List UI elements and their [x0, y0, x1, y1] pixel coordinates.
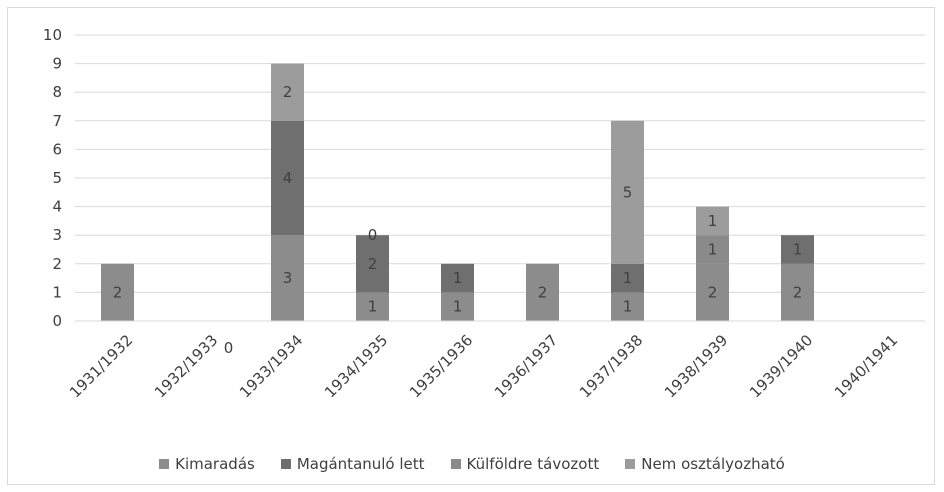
- y-tick-label: 5: [52, 169, 62, 187]
- data-label: 1: [453, 269, 463, 287]
- bar-segment: [356, 235, 389, 293]
- data-label: 2: [538, 283, 548, 301]
- legend-swatch: [625, 459, 636, 469]
- legend-label: Magántanuló lett: [296, 455, 425, 473]
- x-category-label: 1934/1935: [321, 331, 391, 401]
- y-tick-label: 8: [52, 83, 62, 101]
- data-label: 0: [368, 226, 378, 244]
- x-category-label: 1932/1933: [151, 331, 221, 401]
- x-category-label: 1933/1934: [236, 331, 306, 401]
- legend-item: Kimaradás: [159, 455, 255, 473]
- data-label: 2: [793, 283, 803, 301]
- chart-legend: Kimaradás Magántanuló lett Külföldre távoz…: [0, 452, 944, 476]
- legend-label: Nem osztályozható: [641, 455, 785, 473]
- y-tick-label: 10: [43, 26, 62, 44]
- bar-segment: [356, 292, 389, 321]
- data-label: 2: [283, 83, 293, 101]
- x-category-label: 1931/1932: [66, 331, 136, 401]
- bar-segment: [611, 263, 644, 293]
- bar-segment: [441, 263, 474, 293]
- x-category-label: 1939/1940: [746, 331, 816, 401]
- chart-frame: [7, 7, 935, 485]
- y-tick-label: 9: [52, 55, 62, 73]
- x-category-label: 1938/1939: [661, 331, 731, 401]
- data-label: 1: [793, 241, 803, 259]
- data-label: 1: [708, 212, 718, 230]
- legend-item: Magántanuló lett: [280, 455, 425, 473]
- x-category-label: 1935/1936: [406, 331, 476, 401]
- legend-item: Nem osztályozható: [625, 455, 785, 473]
- bar-segment: [271, 235, 304, 321]
- bar-segment: [441, 292, 474, 321]
- x-category-label: 1937/1938: [576, 331, 646, 401]
- bar-segment: [101, 263, 134, 321]
- bar-segment: [271, 120, 304, 236]
- y-tick-label: 3: [52, 226, 62, 244]
- data-label: 3: [283, 269, 293, 287]
- y-tick-label: 2: [52, 255, 62, 273]
- y-tick-label: 7: [52, 112, 62, 130]
- legend-swatch: [450, 459, 461, 469]
- data-label: 2: [113, 283, 123, 301]
- data-label: 1: [368, 298, 378, 316]
- y-tick-label: 1: [52, 283, 62, 301]
- data-label: 1: [623, 269, 633, 287]
- data-label: 4: [283, 169, 293, 187]
- data-label: 2: [368, 255, 378, 273]
- data-label: 1: [708, 241, 718, 259]
- data-label: 1: [453, 298, 463, 316]
- legend-item: Külföldre távozott: [450, 455, 600, 473]
- data-label: 1: [623, 298, 633, 316]
- bar-segment: [611, 120, 644, 264]
- bar-segment: [611, 292, 644, 321]
- x-category-label: 1940/1941: [831, 331, 901, 401]
- legend-swatch: [280, 459, 291, 469]
- bar-segment: [696, 263, 729, 321]
- y-tick-label: 0: [52, 312, 62, 330]
- y-tick-label: 4: [52, 198, 62, 216]
- y-tick-label: 6: [52, 140, 62, 158]
- bar-segment: [526, 263, 559, 321]
- data-label: 0: [224, 339, 234, 357]
- legend-swatch: [159, 459, 170, 469]
- bar-segment: [696, 235, 729, 264]
- bar-segment: [696, 206, 729, 236]
- bar-segment: [271, 63, 304, 121]
- legend-label: Kimaradás: [175, 455, 255, 473]
- data-label: 2: [708, 283, 718, 301]
- data-label: 5: [623, 183, 633, 201]
- bar-segment: [781, 263, 814, 321]
- bar-segment: [781, 235, 814, 264]
- legend-label: Külföldre távozott: [466, 455, 600, 473]
- x-category-label: 1936/1937: [491, 331, 561, 401]
